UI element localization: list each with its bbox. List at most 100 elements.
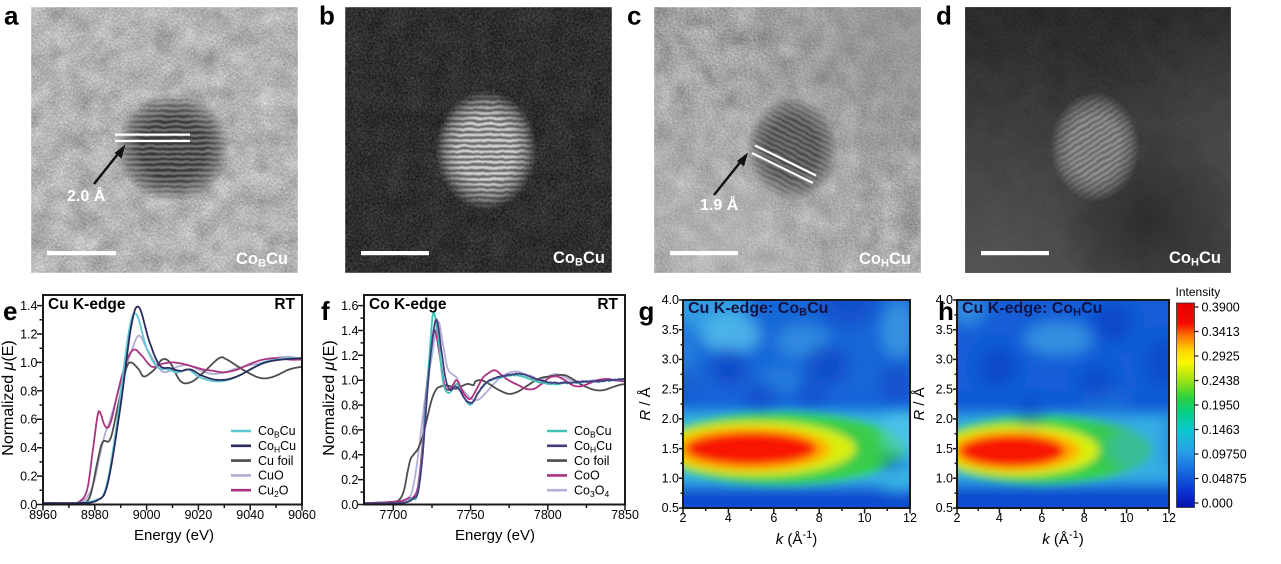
svg-text:0.2925: 0.2925 (1202, 349, 1240, 363)
svg-text:a: a (4, 1, 19, 31)
svg-text:4: 4 (996, 511, 1003, 525)
svg-text:0.2: 0.2 (20, 470, 37, 484)
svg-text:1.0: 1.0 (20, 356, 37, 370)
svg-text:8960: 8960 (29, 508, 57, 522)
svg-text:Co3O4: Co3O4 (574, 483, 609, 499)
svg-text:CoBCu: CoBCu (574, 424, 612, 440)
svg-text:10: 10 (858, 511, 872, 525)
svg-text:1.4: 1.4 (20, 299, 37, 313)
svg-text:2.5: 2.5 (662, 382, 679, 396)
svg-text:0.1950: 0.1950 (1202, 398, 1240, 412)
svg-text:0.3413: 0.3413 (1202, 325, 1240, 339)
svg-text:CoHCu: CoHCu (574, 439, 612, 455)
svg-text:2.5: 2.5 (936, 382, 953, 396)
svg-text:e: e (3, 296, 17, 326)
svg-text:Co foil: Co foil (574, 454, 609, 468)
svg-text:CuO: CuO (258, 469, 284, 483)
svg-text:R / Å: R / Å (637, 387, 654, 420)
svg-text:3.5: 3.5 (662, 323, 679, 337)
svg-text:7700: 7700 (379, 508, 407, 522)
svg-text:4.0: 4.0 (662, 293, 679, 307)
svg-text:g: g (639, 296, 655, 326)
svg-text:1.2: 1.2 (341, 349, 358, 363)
svg-text:7800: 7800 (534, 508, 562, 522)
svg-text:8: 8 (816, 511, 823, 525)
svg-text:f: f (321, 296, 330, 326)
svg-text:0.4: 0.4 (20, 441, 37, 455)
svg-text:3.5: 3.5 (936, 323, 953, 337)
svg-text:1.0: 1.0 (341, 374, 358, 388)
svg-text:1.0: 1.0 (936, 472, 953, 486)
svg-text:10: 10 (1120, 511, 1134, 525)
svg-text:8980: 8980 (81, 508, 109, 522)
svg-text:3.0: 3.0 (936, 353, 953, 367)
svg-text:b: b (319, 1, 335, 31)
svg-text:1.5: 1.5 (662, 442, 679, 456)
svg-text:2.0 Å: 2.0 Å (67, 186, 106, 205)
svg-text:CoBCu: CoBCu (236, 250, 288, 270)
svg-text:3.0: 3.0 (662, 353, 679, 367)
svg-text:h: h (938, 296, 954, 326)
svg-text:0.1463: 0.1463 (1202, 423, 1240, 437)
svg-text:6: 6 (770, 511, 777, 525)
svg-text:0.0: 0.0 (20, 498, 37, 512)
svg-text:0.5: 0.5 (936, 501, 953, 515)
svg-text:7750: 7750 (457, 508, 485, 522)
svg-text:Cu2O: Cu2O (258, 483, 289, 499)
svg-text:Cu K-edge: Cu K-edge (48, 296, 126, 313)
svg-text:12: 12 (903, 511, 917, 525)
svg-text:2: 2 (954, 511, 961, 525)
svg-text:12: 12 (1162, 511, 1176, 525)
svg-text:9000: 9000 (133, 508, 161, 522)
svg-text:1.4: 1.4 (341, 324, 358, 338)
svg-text:0.2438: 0.2438 (1202, 374, 1240, 388)
svg-text:R / Å: R / Å (911, 387, 928, 420)
svg-text:9040: 9040 (236, 508, 264, 522)
svg-text:8: 8 (1081, 511, 1088, 525)
svg-text:RT: RT (597, 296, 618, 313)
svg-text:c: c (627, 1, 641, 31)
svg-text:Normalized μ(E): Normalized μ(E) (0, 340, 17, 455)
svg-text:0.3900: 0.3900 (1202, 300, 1240, 314)
svg-text:CoHCu: CoHCu (859, 250, 911, 270)
svg-text:0.4: 0.4 (341, 448, 358, 462)
svg-text:1.0: 1.0 (662, 472, 679, 486)
svg-text:0.0: 0.0 (341, 498, 358, 512)
svg-text:Normalized μ(E): Normalized μ(E) (321, 340, 338, 455)
svg-text:CoO: CoO (574, 469, 600, 483)
svg-text:Energy (eV): Energy (eV) (134, 527, 214, 544)
svg-text:Cu K-edge: CoHCu: Cu K-edge: CoHCu (962, 300, 1102, 319)
svg-text:Energy (eV): Energy (eV) (455, 527, 535, 544)
svg-text:9060: 9060 (288, 508, 316, 522)
svg-text:7850: 7850 (611, 508, 639, 522)
svg-text:2: 2 (680, 511, 687, 525)
svg-text:CoHCu: CoHCu (258, 439, 296, 455)
svg-text:Intensity: Intensity (1176, 285, 1221, 299)
svg-text:0.8: 0.8 (20, 384, 37, 398)
svg-text:1.2: 1.2 (20, 328, 37, 342)
svg-text:9020: 9020 (184, 508, 212, 522)
svg-text:4.0: 4.0 (936, 293, 953, 307)
svg-text:CoBCu: CoBCu (258, 424, 296, 440)
svg-text:0.6: 0.6 (20, 413, 37, 427)
svg-text:0.2: 0.2 (341, 473, 358, 487)
svg-text:2.0: 2.0 (662, 412, 679, 426)
svg-text:0.5: 0.5 (662, 501, 679, 515)
svg-text:d: d (936, 1, 952, 31)
svg-text:Cu K-edge: CoBCu: Cu K-edge: CoBCu (688, 300, 828, 319)
svg-text:0.09750: 0.09750 (1202, 447, 1247, 461)
svg-text:CoHCu: CoHCu (1169, 249, 1221, 269)
svg-text:1.5: 1.5 (936, 442, 953, 456)
svg-text:0.04875: 0.04875 (1202, 472, 1247, 486)
svg-text:1.9 Å: 1.9 Å (700, 195, 739, 214)
svg-text:0.000: 0.000 (1202, 496, 1233, 510)
svg-text:6: 6 (1038, 511, 1045, 525)
svg-text:RT: RT (274, 296, 295, 313)
svg-text:0.8: 0.8 (341, 399, 358, 413)
svg-text:4: 4 (725, 511, 732, 525)
svg-text:CoBCu: CoBCu (553, 249, 605, 269)
svg-text:Cu foil: Cu foil (258, 454, 293, 468)
svg-text:Co K-edge: Co K-edge (369, 296, 447, 313)
svg-text:0.6: 0.6 (341, 423, 358, 437)
svg-text:2.0: 2.0 (936, 412, 953, 426)
